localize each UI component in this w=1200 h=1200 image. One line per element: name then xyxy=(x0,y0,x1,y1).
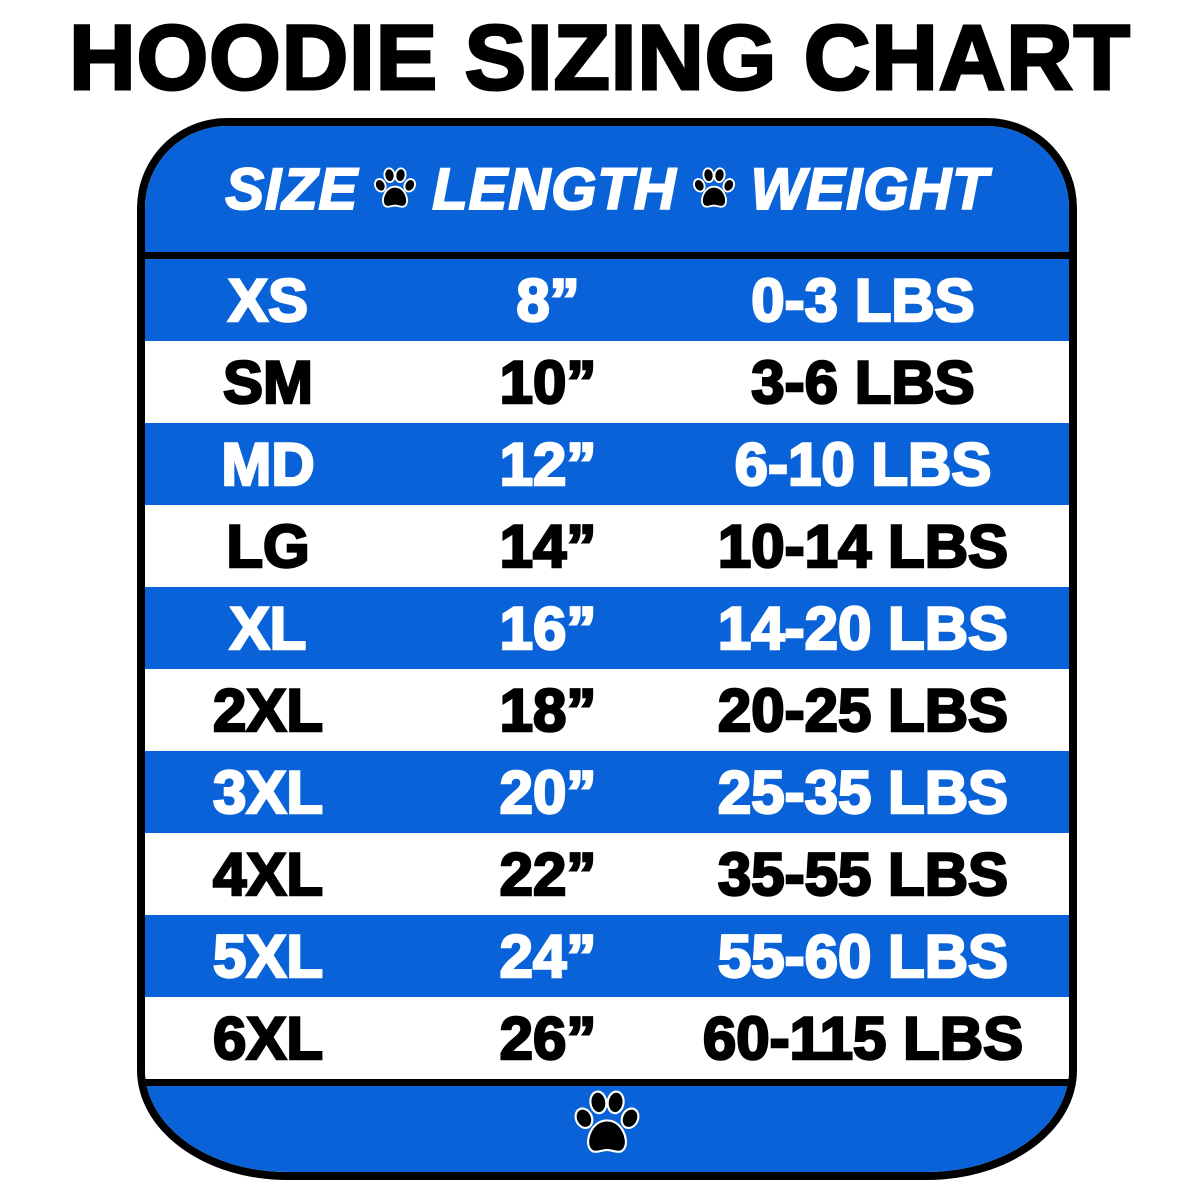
header-size: SIZE xyxy=(224,156,359,223)
cell-size: XL xyxy=(228,593,307,663)
cell-size: 2XL xyxy=(212,675,325,745)
cell-weight: 60-115 LBS xyxy=(702,1003,1025,1073)
cell-length: 16” xyxy=(498,593,597,663)
header-weight: WEIGHT xyxy=(750,156,989,223)
cell-size: XS xyxy=(227,265,310,335)
page-title: HOODIE SIZING CHART xyxy=(68,7,1132,110)
table-row: 3XL 20” 25-35 LBS xyxy=(145,751,1069,833)
paw-print-icon xyxy=(574,1090,640,1153)
cell-size: SM xyxy=(222,347,315,417)
table-body: XS 8” 0-3 LBS SM 10” 3-6 LBS MD 12” 6-10 LBS LG 14… xyxy=(145,259,1069,1079)
table-row: XS 8” 0-3 LBS xyxy=(145,259,1069,341)
cell-length: 20” xyxy=(498,757,597,827)
table-row: LG 14” 10-14 LBS xyxy=(145,505,1069,587)
table-row: 2XL 18” 20-25 LBS xyxy=(145,669,1069,751)
cell-weight: 14-20 LBS xyxy=(717,593,1010,663)
cell-weight: 3-6 LBS xyxy=(750,347,976,417)
table-row: SM 10” 3-6 LBS xyxy=(145,341,1069,423)
cell-weight: 0-3 LBS xyxy=(750,265,976,335)
paw-print-icon xyxy=(692,167,735,208)
table-footer xyxy=(145,1079,1069,1172)
cell-size: 5XL xyxy=(212,921,325,991)
table-row: XL 16” 14-20 LBS xyxy=(145,587,1069,669)
cell-length: 24” xyxy=(498,921,597,991)
cell-weight: 35-55 LBS xyxy=(717,839,1010,909)
table-row: 4XL 22” 35-55 LBS xyxy=(145,833,1069,915)
cell-weight: 55-60 LBS xyxy=(717,921,1010,991)
header-length: LENGTH xyxy=(431,156,677,223)
cell-length: 22” xyxy=(498,839,597,909)
cell-length: 8” xyxy=(515,265,581,335)
table-row: 5XL 24” 55-60 LBS xyxy=(145,915,1069,997)
table-row: MD 12” 6-10 LBS xyxy=(145,423,1069,505)
cell-length: 12” xyxy=(498,429,597,499)
cell-length: 14” xyxy=(498,511,597,581)
table-header: SIZE LENGTH WEIGHT xyxy=(145,126,1069,259)
cell-length: 10” xyxy=(498,347,597,417)
cell-size: 4XL xyxy=(212,839,325,909)
cell-weight: 6-10 LBS xyxy=(733,429,992,499)
cell-length: 18” xyxy=(498,675,597,745)
cell-length: 26” xyxy=(498,1003,597,1073)
cell-weight: 20-25 LBS xyxy=(717,675,1010,745)
cell-weight: 10-14 LBS xyxy=(717,511,1010,581)
cell-size: MD xyxy=(220,429,316,499)
cell-size: 3XL xyxy=(212,757,325,827)
paw-print-icon xyxy=(374,167,417,208)
cell-size: LG xyxy=(225,511,311,581)
cell-size: 6XL xyxy=(212,1003,325,1073)
table-row: 6XL 26” 60-115 LBS xyxy=(145,997,1069,1079)
cell-weight: 25-35 LBS xyxy=(717,757,1010,827)
sizing-table: SIZE LENGTH WEIGHT XS 8” 0-3 LBS SM 10” 3-6 L… xyxy=(137,118,1077,1180)
